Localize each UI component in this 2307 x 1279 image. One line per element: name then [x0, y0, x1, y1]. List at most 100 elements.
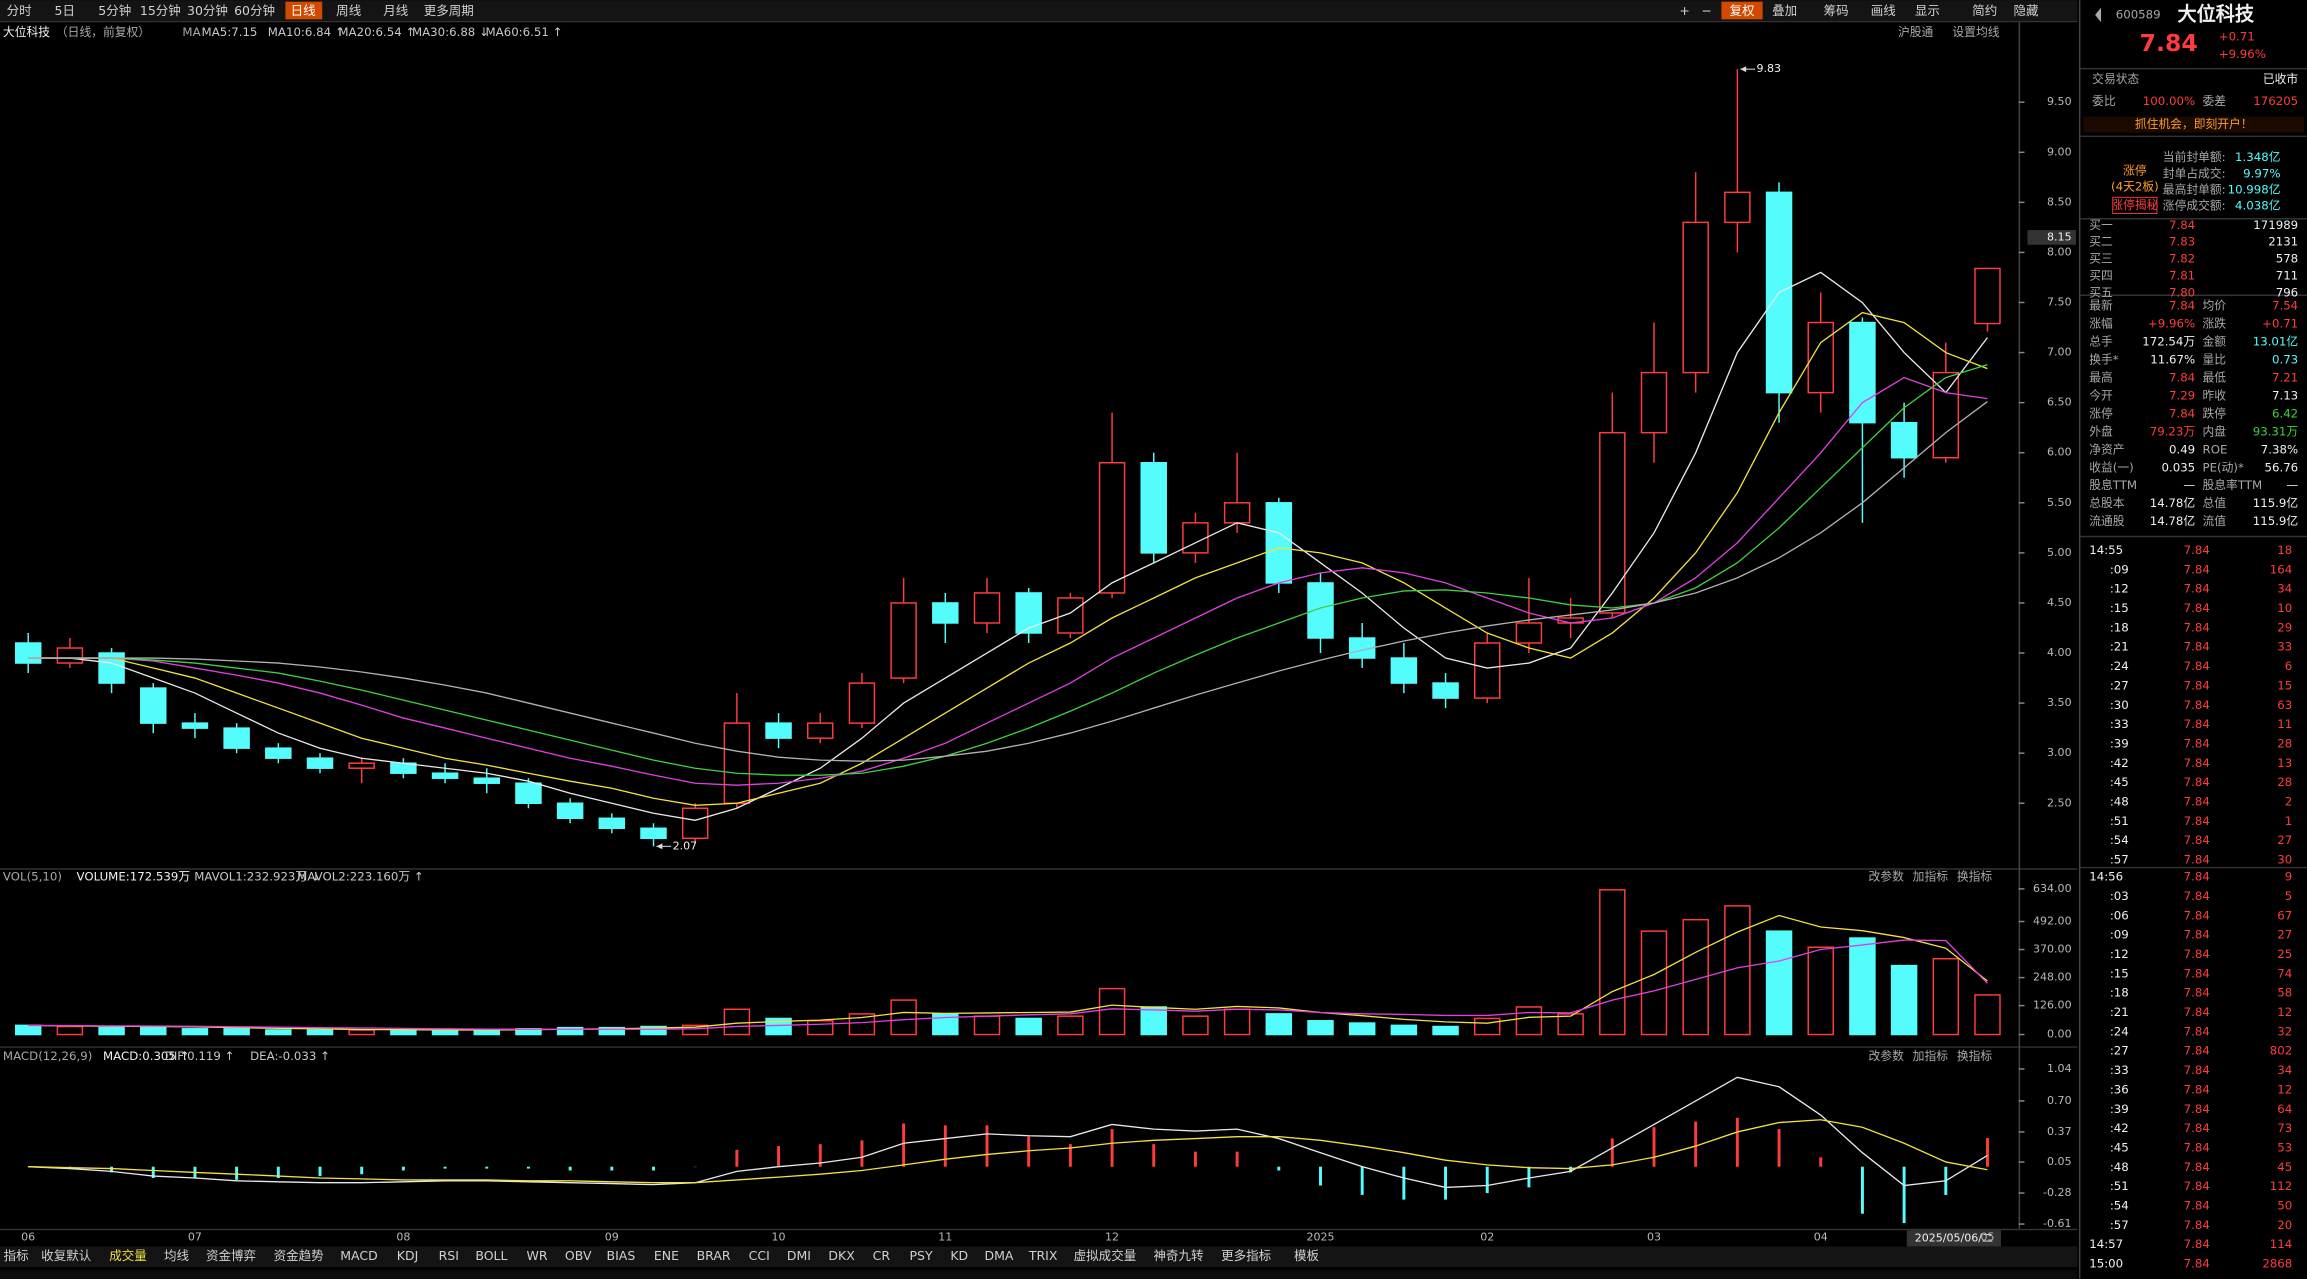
tool-button[interactable]: − — [1701, 3, 1711, 18]
indicator-tab[interactable]: 资金博弈 — [206, 1248, 256, 1263]
stat-label: 最新 — [2089, 299, 2113, 313]
tool-button[interactable]: 叠加 — [1772, 3, 1797, 18]
tool-button[interactable]: 隐藏 — [2013, 3, 2038, 18]
limit-button[interactable]: 涨停揭秘 — [2111, 198, 2158, 212]
prev-stock-arrow[interactable] — [2095, 7, 2102, 23]
volume-bar — [973, 1015, 1001, 1036]
period-tab[interactable]: 月线 — [383, 3, 409, 18]
indicator-tab[interactable]: TRIX — [1028, 1248, 1058, 1263]
indicator-tab[interactable]: PSY — [909, 1248, 932, 1263]
macd-bar — [1193, 1151, 1197, 1167]
period-tab[interactable]: 分时 — [7, 3, 33, 18]
indicator-tab[interactable]: CR — [873, 1248, 891, 1263]
panel-button[interactable]: 换指标 — [1957, 870, 1993, 884]
macd-bar — [1152, 1144, 1156, 1167]
book-label: 买三 — [2089, 252, 2113, 266]
period-tab[interactable]: 5日 — [55, 3, 75, 18]
tick-time: :48 — [2110, 795, 2129, 809]
stat-label: 金额 — [2203, 335, 2227, 349]
volume-bar — [1515, 1006, 1543, 1036]
indicator-tab[interactable]: 资金趋势 — [274, 1248, 325, 1263]
tool-button[interactable]: 简约 — [1972, 3, 1997, 18]
candle-body — [890, 602, 917, 679]
indicator-tab[interactable]: OBV — [565, 1248, 592, 1263]
indicator-tab[interactable]: MACD — [340, 1248, 377, 1263]
tick-price: 7.84 — [2184, 889, 2210, 903]
indicator-tab[interactable]: RSI — [439, 1248, 459, 1263]
panel-button[interactable]: 换指标 — [1957, 1049, 1993, 1063]
panel-button[interactable]: 加指标 — [1913, 870, 1949, 884]
candle-body — [1599, 431, 1626, 614]
book-volume: 171989 — [2253, 218, 2298, 232]
macd-bar — [443, 1166, 447, 1169]
panel-button[interactable]: 改参数 — [1869, 870, 1905, 884]
panel-button[interactable]: 改参数 — [1869, 1049, 1905, 1063]
indicator-tab[interactable]: BIAS — [607, 1248, 636, 1263]
indicator-tab[interactable]: DMA — [985, 1248, 1014, 1263]
tool-button[interactable]: 显示 — [1915, 3, 1940, 18]
indicator-tab[interactable]: KDJ — [397, 1248, 419, 1263]
legend-entry: DIF:0.119 ↑ — [165, 1049, 235, 1063]
y-tick-label: 0.00 — [2047, 1028, 2072, 1041]
indicator-tab[interactable]: DKX — [828, 1248, 855, 1263]
tick-price: 7.84 — [2184, 1102, 2210, 1116]
indicator-tab[interactable]: 成交量 — [109, 1248, 147, 1263]
tick-volume: 34 — [2277, 582, 2292, 596]
limit-button-frame[interactable] — [2112, 196, 2158, 214]
period-tab[interactable]: 15分钟 — [140, 3, 181, 18]
indicator-line — [28, 1076, 1988, 1189]
period-tab[interactable]: 日线 — [291, 3, 317, 18]
indicator-tab[interactable]: 神奇九转 — [1154, 1248, 1204, 1263]
indicator-tab[interactable]: 指标 — [4, 1248, 29, 1263]
indicator-tab[interactable]: BOLL — [475, 1248, 507, 1263]
indicator-tab[interactable]: 均线 — [164, 1248, 190, 1263]
period-tab[interactable]: 5分钟 — [98, 3, 131, 18]
limit-label: 涨停成交额: — [2163, 199, 2226, 213]
y-tick-label: 0.70 — [2047, 1094, 2072, 1107]
indicator-tab[interactable]: KD — [950, 1248, 968, 1263]
macd-bar — [1027, 1136, 1031, 1167]
book-price: 7.81 — [2169, 269, 2195, 283]
volume-bar — [598, 1026, 626, 1036]
tick-volume: 12 — [2277, 1005, 2292, 1019]
indicator-line — [28, 376, 1988, 786]
legend-entry: MA30:6.88 ↓ — [412, 25, 489, 39]
indicator-tab[interactable]: DMI — [787, 1248, 811, 1263]
macd-bar — [235, 1166, 239, 1180]
stat-value: 14.78亿 — [2150, 514, 2196, 528]
period-tab[interactable]: 60分钟 — [234, 3, 275, 18]
tick-volume: 53 — [2277, 1140, 2292, 1154]
indicator-tab[interactable]: 虚拟成交量 — [1074, 1248, 1137, 1263]
hk-connect[interactable]: 沪股通 — [1898, 25, 1934, 39]
tool-button[interactable]: + — [1679, 3, 1689, 18]
period-tab[interactable]: 周线 — [336, 3, 362, 18]
stat-label: 总手 — [2089, 335, 2113, 349]
tick-price: 7.84 — [2184, 870, 2210, 884]
indicator-tab[interactable]: CCI — [749, 1248, 770, 1263]
period-tab[interactable]: 30分钟 — [187, 3, 228, 18]
legend-entry: MA10:6.84 ↑ — [268, 25, 345, 39]
tool-button[interactable]: 筹码 — [1824, 3, 1849, 18]
stat-value: 93.31万 — [2253, 424, 2299, 438]
indicator-tab[interactable]: 更多指标 — [1221, 1248, 1271, 1263]
period-tab[interactable]: 更多周期 — [424, 3, 474, 18]
limit-value: 4.038亿 — [2235, 199, 2281, 213]
indicator-tab[interactable]: ENE — [654, 1248, 679, 1263]
ad[interactable]: 抓住机会，即刻开户！ — [2135, 117, 2253, 131]
tool-button[interactable]: 复权 — [1730, 3, 1755, 18]
candle-body — [1390, 657, 1418, 684]
tick-price: 7.84 — [2184, 1237, 2210, 1251]
indicator-tab[interactable]: BRAR — [697, 1248, 731, 1263]
tick-price: 7.84 — [2184, 986, 2210, 1000]
volume-bar — [1432, 1025, 1459, 1036]
indicator-tab[interactable]: 模板 — [1294, 1248, 1320, 1263]
book-price: 7.83 — [2169, 235, 2195, 249]
ma-settings[interactable]: 设置均线 — [1952, 25, 1999, 39]
tool-button[interactable]: 画线 — [1871, 3, 1896, 18]
indicator-tab[interactable]: 收复默认 — [41, 1248, 92, 1263]
book-volume: 578 — [2276, 252, 2298, 266]
tick-time: :12 — [2110, 947, 2129, 961]
panel-button[interactable]: 加指标 — [1913, 1049, 1949, 1063]
stat-value: 7.13 — [2272, 388, 2298, 402]
indicator-tab[interactable]: WR — [527, 1248, 548, 1263]
